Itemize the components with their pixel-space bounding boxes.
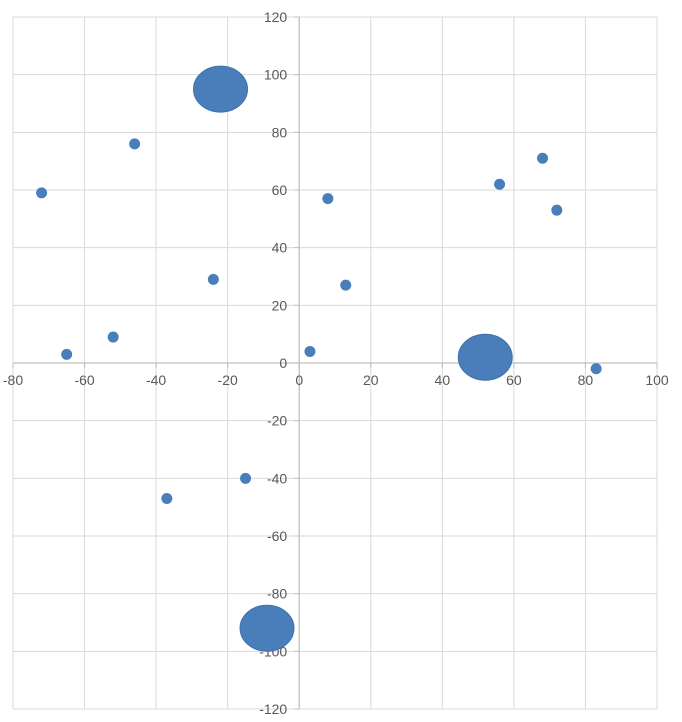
y-tick-label: 0 bbox=[279, 355, 287, 371]
data-point bbox=[107, 331, 119, 343]
data-point bbox=[590, 363, 602, 375]
x-tick-label: 0 bbox=[295, 372, 303, 388]
data-point bbox=[322, 193, 334, 205]
data-point bbox=[494, 178, 506, 190]
x-tick-label: -80 bbox=[3, 372, 23, 388]
gridlines bbox=[12, 16, 658, 710]
x-tick-label: 80 bbox=[578, 372, 594, 388]
tick-labels: -80 -60 -40 -20 0 20 40 60 80 100-120-100-80-60-4… bbox=[3, 9, 669, 717]
data-points bbox=[36, 65, 602, 652]
data-point bbox=[304, 345, 316, 357]
data-point bbox=[61, 348, 73, 360]
x-tick-label: 60 bbox=[506, 372, 522, 388]
y-tick-label: -80 bbox=[267, 586, 287, 602]
data-point-large bbox=[239, 604, 295, 652]
y-tick-label: -20 bbox=[267, 413, 287, 429]
data-point bbox=[340, 279, 352, 291]
x-tick-label: 40 bbox=[435, 372, 451, 388]
data-point bbox=[129, 138, 141, 150]
axes bbox=[12, 16, 658, 710]
y-tick-label: -60 bbox=[267, 528, 287, 544]
data-point bbox=[161, 493, 173, 505]
y-tick-label: -120 bbox=[259, 701, 287, 717]
data-point bbox=[240, 472, 252, 484]
y-tick-label: 100 bbox=[264, 67, 288, 83]
x-tick-label: -20 bbox=[218, 372, 238, 388]
y-tick-label: -40 bbox=[267, 470, 287, 486]
x-tick-label: 100 bbox=[645, 372, 669, 388]
data-point-large bbox=[193, 65, 249, 113]
data-point bbox=[551, 204, 563, 216]
data-point bbox=[537, 152, 549, 164]
x-tick-label: -60 bbox=[74, 372, 94, 388]
data-point-large bbox=[457, 333, 513, 381]
y-tick-label: 80 bbox=[272, 124, 288, 140]
x-tick-label: -40 bbox=[146, 372, 166, 388]
y-tick-label: 120 bbox=[264, 9, 288, 25]
x-tick-label: 20 bbox=[363, 372, 379, 388]
y-tick-label: 20 bbox=[272, 297, 288, 313]
y-tick-label: 60 bbox=[272, 182, 288, 198]
data-point bbox=[36, 187, 48, 199]
y-tick-label: 40 bbox=[272, 240, 288, 256]
data-point bbox=[207, 273, 219, 285]
